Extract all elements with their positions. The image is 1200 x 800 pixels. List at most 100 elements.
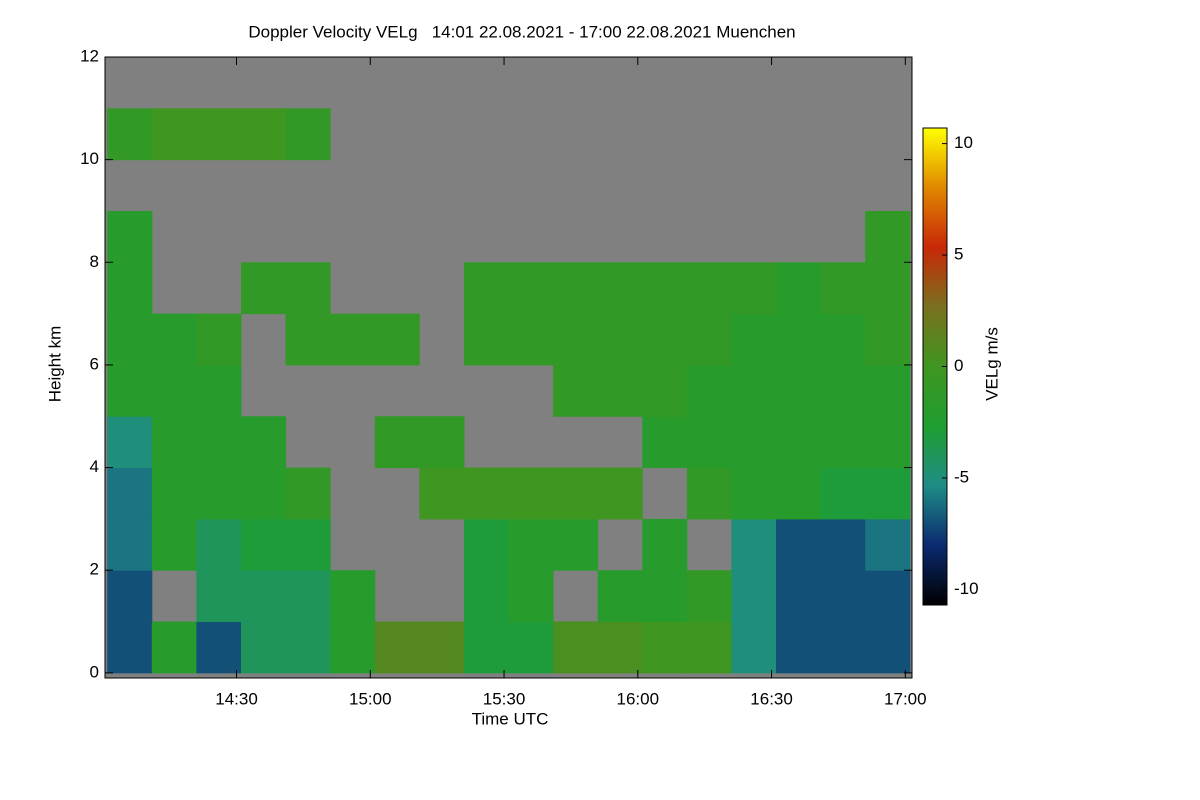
heatmap-cell — [240, 570, 287, 623]
heatmap-cell — [553, 262, 599, 315]
y-tick-label: 6 — [90, 354, 99, 373]
heatmap-cell — [731, 364, 777, 417]
heatmap-cell — [731, 518, 777, 571]
heatmap-cell — [240, 108, 287, 161]
heatmap-cell — [107, 416, 153, 469]
y-tick-label: 10 — [80, 149, 99, 168]
heatmap-cell — [686, 364, 732, 417]
heatmap-cell — [151, 518, 197, 571]
heatmap-cell — [776, 416, 822, 469]
heatmap-cell — [865, 210, 911, 263]
heatmap-cell — [330, 313, 376, 366]
heatmap-cell — [642, 621, 688, 674]
heatmap-cell — [151, 364, 197, 417]
colorbar-tick-label: -5 — [954, 467, 969, 486]
heatmap-cell — [597, 467, 643, 520]
heatmap-cell — [820, 621, 866, 674]
heatmap-cell — [820, 518, 866, 571]
heatmap-cell — [285, 262, 331, 315]
x-tick-label: 16:00 — [617, 689, 660, 708]
heatmap-cell — [776, 621, 822, 674]
heatmap-cell — [865, 364, 911, 417]
heatmap-cell — [508, 467, 554, 520]
heatmap-cell — [107, 570, 153, 623]
heatmap-cell — [686, 621, 732, 674]
heatmap-cell — [731, 570, 777, 623]
heatmap-cell — [642, 364, 688, 417]
heatmap-cell — [686, 416, 732, 469]
heatmap-cell — [196, 416, 242, 469]
heatmap-cell — [865, 621, 911, 674]
heatmap-cell — [374, 621, 420, 674]
heatmap-cell — [865, 416, 911, 469]
heatmap-cell — [463, 313, 509, 366]
heatmap-cell — [107, 262, 153, 315]
heatmap-cell — [196, 621, 242, 674]
heatmap-cell — [642, 570, 688, 623]
heatmap-cell — [107, 467, 153, 520]
heatmap-cell — [776, 518, 822, 571]
heatmap-cell — [686, 467, 732, 520]
x-tick-label: 15:00 — [349, 689, 392, 708]
heatmap-cell — [553, 518, 599, 571]
heatmap-cell — [419, 467, 465, 520]
heatmap-cell — [285, 570, 331, 623]
x-tick-label: 15:30 — [483, 689, 526, 708]
heatmap-cell — [107, 518, 153, 571]
heatmap-cell — [820, 364, 866, 417]
heatmap-cell — [419, 416, 465, 469]
heatmap-cell — [240, 416, 287, 469]
y-tick-label: 2 — [90, 560, 99, 579]
heatmap-cell — [731, 621, 777, 674]
colorbar-tick-label: -10 — [954, 579, 979, 598]
heatmap-cell — [240, 518, 287, 571]
heatmap-cell — [107, 621, 153, 674]
x-tick-label: 17:00 — [884, 689, 927, 708]
heatmap-cell — [240, 621, 287, 674]
heatmap-cell — [865, 313, 911, 366]
heatmap-cell — [196, 364, 242, 417]
heatmap-cell — [240, 262, 287, 315]
x-tick-label: 14:30 — [215, 689, 258, 708]
heatmap-cell — [330, 621, 376, 674]
heatmap-cell — [776, 364, 822, 417]
heatmap-cell — [865, 570, 911, 623]
heatmap-cell — [642, 313, 688, 366]
heatmap-cell — [865, 518, 911, 571]
y-tick-label: 8 — [90, 252, 99, 271]
plot-frame — [104, 56, 913, 679]
x-axis-label: Time UTC — [472, 709, 549, 728]
heatmap-cell — [151, 416, 197, 469]
heatmap-cell — [330, 570, 376, 623]
y-tick-label: 12 — [80, 46, 99, 65]
heatmap-cell — [196, 467, 242, 520]
heatmap-cell — [463, 262, 509, 315]
heatmap-cell — [731, 262, 777, 315]
heatmap-cell — [508, 518, 554, 571]
heatmap-cell — [776, 467, 822, 520]
heatmap-cell — [820, 467, 866, 520]
heatmap-cell — [107, 364, 153, 417]
heatmap-cell — [508, 621, 554, 674]
heatmap-cell — [776, 313, 822, 366]
heatmap-cell — [865, 262, 911, 315]
heatmap-cell — [240, 467, 287, 520]
heatmap-cell — [196, 313, 242, 366]
heatmap-cell — [553, 313, 599, 366]
heatmap-cell — [196, 108, 242, 161]
heatmap-cell — [463, 621, 509, 674]
heatmap-cell — [642, 262, 688, 315]
chart-title: Doppler Velocity VELg 14:01 22.08.2021 -… — [248, 22, 795, 41]
heatmap-cell — [731, 467, 777, 520]
x-tick-label: 16:30 — [750, 689, 793, 708]
heatmap-cell — [285, 467, 331, 520]
heatmap-cell — [151, 313, 197, 366]
heatmap-cell — [285, 621, 331, 674]
heatmap-cell — [285, 108, 331, 161]
colorbar-label: VELg m/s — [982, 327, 1001, 401]
colorbar-tick-label: 0 — [954, 356, 963, 375]
heatmap-cell — [107, 210, 153, 263]
heatmap-cell — [597, 313, 643, 366]
heatmap-cell — [642, 518, 688, 571]
